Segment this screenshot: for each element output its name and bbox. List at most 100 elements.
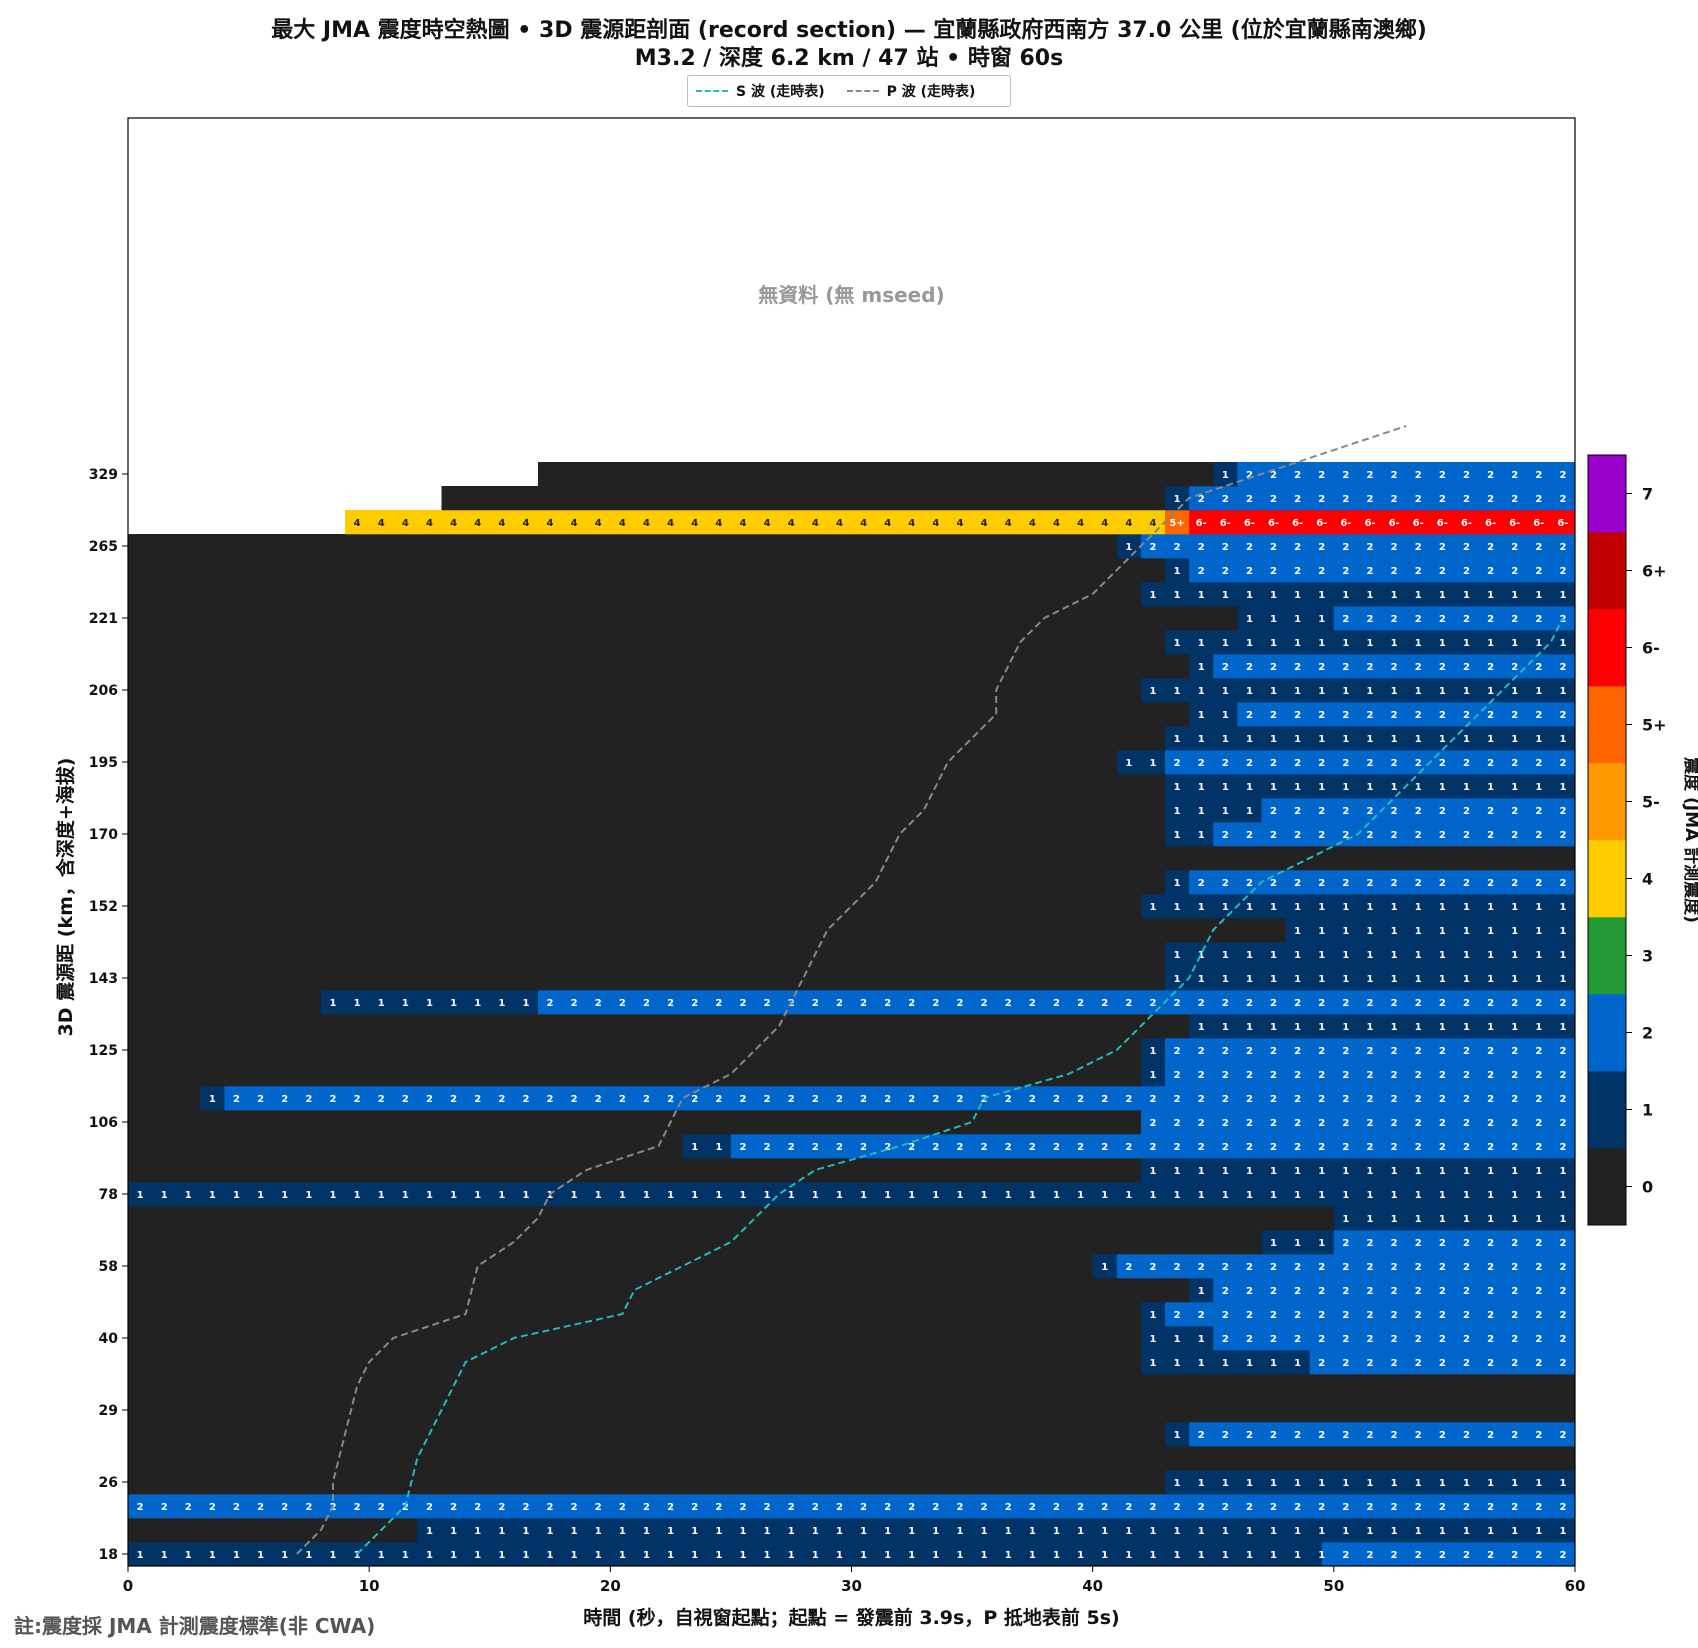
cell-value-label: 1 xyxy=(643,1190,650,1201)
heatmap-band-31-71 xyxy=(128,798,1166,823)
cell-value-label: 1 xyxy=(1005,1550,1012,1561)
heatmap-band-1-3 xyxy=(128,1518,418,1543)
cell-value-label: 2 xyxy=(1439,878,1446,889)
s-wave-line xyxy=(356,617,1564,1555)
cell-value-label: 2 xyxy=(1463,542,1470,553)
heatmap-band-0-0 xyxy=(128,1542,382,1567)
heatmap-band-42-99 xyxy=(128,534,1118,559)
cell-value-label: 2 xyxy=(1125,998,1132,1009)
cell-value-label: 1 xyxy=(474,1190,481,1201)
heatmap-band-45-109 xyxy=(1213,462,1238,487)
legend-label-p-wave: P 波 (走時表) xyxy=(886,84,976,100)
cell-value-label: 2 xyxy=(1367,806,1374,817)
cell-value-label: 1 xyxy=(1391,1022,1398,1033)
cell-value-label: 1 xyxy=(1342,1190,1349,1201)
cell-value-label: 2 xyxy=(1391,1286,1398,1297)
cell-value-label: 2 xyxy=(1463,758,1470,769)
cell-value-label: 2 xyxy=(1029,998,1036,1009)
cell-value-label: 1 xyxy=(1270,686,1277,697)
heatmap-band-33-76 xyxy=(128,750,1118,775)
cell-value-label: 2 xyxy=(812,998,819,1009)
cell-value-label: 2 xyxy=(1535,494,1542,505)
cell-value-label: 2 xyxy=(1222,1262,1229,1273)
cell-value-label: 2 xyxy=(1391,1142,1398,1153)
heatmap-band-20-47 xyxy=(1165,1062,1576,1087)
cell-value-label: 2 xyxy=(1439,470,1446,481)
cell-value-label: 2 xyxy=(643,1502,650,1513)
cell-value-label: 2 xyxy=(1511,710,1518,721)
cell-value-label: 2 xyxy=(1367,614,1374,625)
cell-value-label: 2 xyxy=(1198,1070,1205,1081)
cell-value-label: 4 xyxy=(836,518,843,529)
cell-value-label: 1 xyxy=(474,1550,481,1561)
cell-value-label: 2 xyxy=(547,1502,554,1513)
heatmap-band-41-96 xyxy=(128,558,1166,583)
cell-value-label: 1 xyxy=(1149,590,1156,601)
cell-value-label: 2 xyxy=(137,1502,144,1513)
cell-value-label: 1 xyxy=(788,1550,795,1561)
cell-value-label: 2 xyxy=(1367,1430,1374,1441)
cell-value-label: 1 xyxy=(1174,686,1181,697)
colorbar-tick-label: 4 xyxy=(1642,870,1653,889)
cell-value-label: 1 xyxy=(908,1526,915,1537)
cell-value-label: 1 xyxy=(1198,686,1205,697)
cell-value-label: 2 xyxy=(1559,542,1566,553)
cell-value-label: 2 xyxy=(1222,830,1229,841)
cell-value-label: 2 xyxy=(1270,1502,1277,1513)
cell-value-label: 4 xyxy=(884,518,891,529)
cell-value-label: 1 xyxy=(1294,1166,1301,1177)
cell-value-label: 1 xyxy=(1342,734,1349,745)
cell-value-label: 1 xyxy=(1270,782,1277,793)
y-tick-label: 40 xyxy=(99,1331,119,1347)
cell-value-label: 1 xyxy=(1053,1526,1060,1537)
cell-value-label: 6- xyxy=(1437,518,1448,529)
cell-value-label: 1 xyxy=(209,1190,216,1201)
cell-value-label: 2 xyxy=(1535,806,1542,817)
cell-value-label: 2 xyxy=(1318,1070,1325,1081)
colorbar-tick-label: 1 xyxy=(1642,1101,1653,1120)
colorbar-swatch-6 xyxy=(1588,686,1626,764)
cell-value-label: 2 xyxy=(257,1094,264,1105)
cell-value-label: 1 xyxy=(1149,758,1156,769)
heatmap-band-3-7 xyxy=(1165,1470,1576,1495)
cell-value-label: 1 xyxy=(1415,1526,1422,1537)
cell-value-label: 2 xyxy=(1342,1094,1349,1105)
cell-value-label: 2 xyxy=(1487,878,1494,889)
cell-value-label: 1 xyxy=(498,1550,505,1561)
cell-value-label: 1 xyxy=(957,1190,964,1201)
cell-value-label: 1 xyxy=(305,1190,312,1201)
cell-value-label: 1 xyxy=(257,1550,264,1561)
cell-value-label: 2 xyxy=(1174,1310,1181,1321)
cell-value-label: 2 xyxy=(1294,1046,1301,1057)
cell-value-label: 2 xyxy=(1125,1094,1132,1105)
heatmap-band-42-101 xyxy=(1140,534,1576,559)
cell-value-label: 1 xyxy=(450,998,457,1009)
cell-value-label: 2 xyxy=(1270,1046,1277,1057)
heatmap-band-19-44 xyxy=(224,1086,1576,1111)
heatmap-band-33-77 xyxy=(1116,750,1166,775)
cell-value-label: 6- xyxy=(1533,518,1544,529)
heatmap-band-29-67 xyxy=(128,846,1576,871)
cell-value-label: 1 xyxy=(1559,1478,1566,1489)
cell-value-label: 1 xyxy=(1270,902,1277,913)
cell-value-label: 2 xyxy=(1342,614,1349,625)
cell-value-label: 2 xyxy=(1511,542,1518,553)
cell-value-label: 1 xyxy=(571,1526,578,1537)
heatmap-band-9-17 xyxy=(128,1326,1142,1351)
cell-value-label: 2 xyxy=(1198,1118,1205,1129)
cell-value-label: 1 xyxy=(1174,590,1181,601)
footnote: 註:震度採 JMA 計測震度標準(非 CWA) xyxy=(14,1614,376,1638)
cell-value-label: 4 xyxy=(571,518,578,529)
cell-value-label: 1 xyxy=(1511,686,1518,697)
cell-value-label: 4 xyxy=(426,518,433,529)
cell-value-label: 2 xyxy=(1487,566,1494,577)
cell-value-label: 1 xyxy=(1198,1526,1205,1537)
cell-value-label: 2 xyxy=(1535,998,1542,1009)
cell-value-label: 2 xyxy=(1559,1502,1566,1513)
cell-value-label: 1 xyxy=(1342,590,1349,601)
x-axis-label: 時間 (秒，自視窗起點；起點 = 發震前 3.9s，P 抵地表前 5s) xyxy=(583,1606,1119,1629)
y-tick-label: 152 xyxy=(89,899,118,915)
cell-value-label: 1 xyxy=(1270,1526,1277,1537)
cell-value-label: 1 xyxy=(1342,1526,1349,1537)
cell-value-label: 1 xyxy=(1246,638,1253,649)
